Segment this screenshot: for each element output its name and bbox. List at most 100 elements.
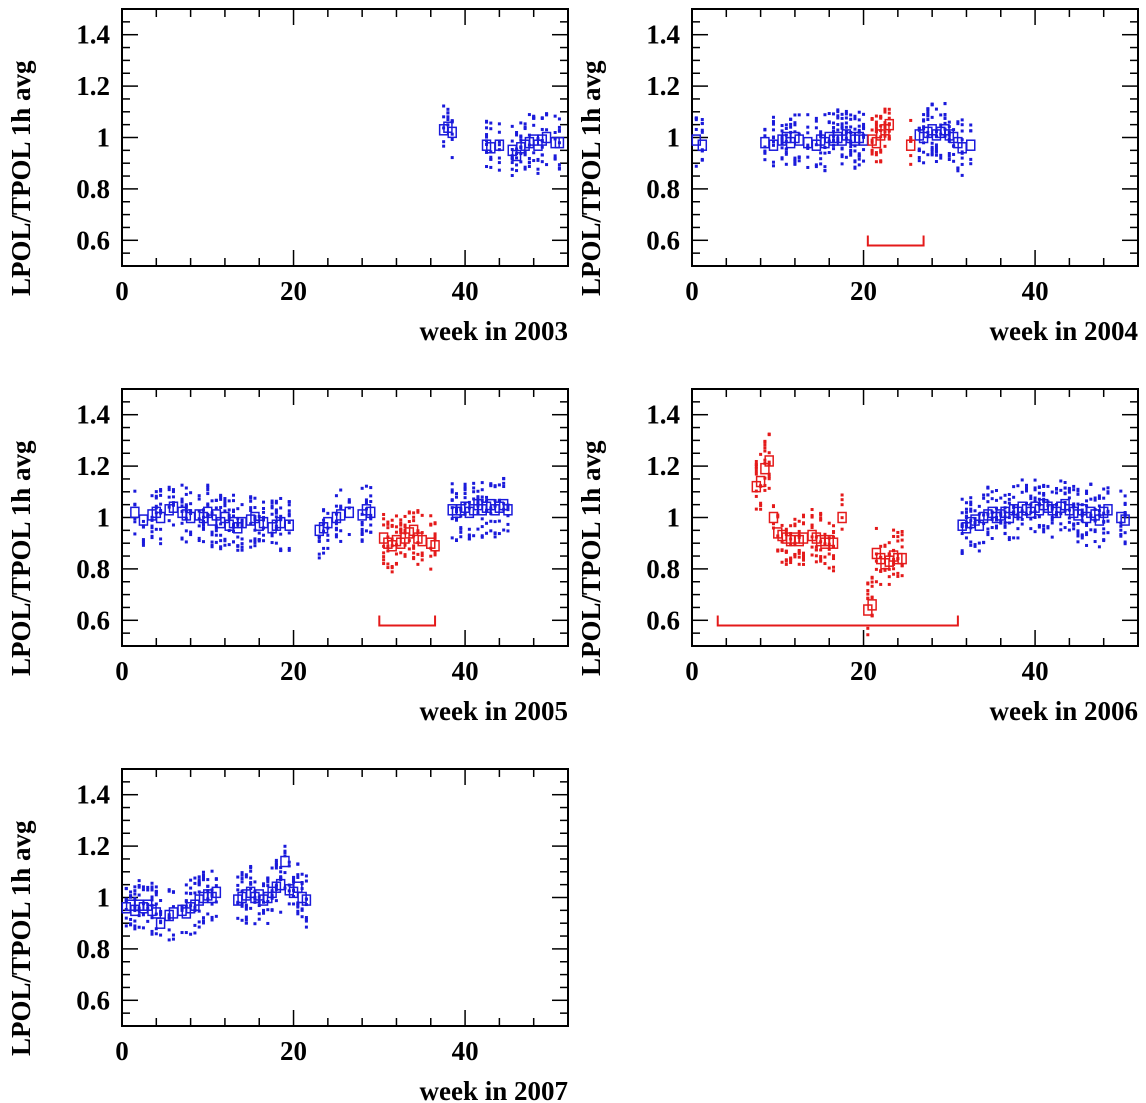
data-dot xyxy=(930,147,934,151)
data-dot xyxy=(364,529,368,533)
data-dot xyxy=(1123,542,1127,546)
data-dot xyxy=(840,153,844,157)
data-dot xyxy=(1042,524,1046,528)
data-dot xyxy=(403,523,407,527)
data-dot xyxy=(784,527,788,531)
data-dot xyxy=(827,151,831,155)
data-dot xyxy=(797,551,801,555)
data-dot xyxy=(883,144,887,148)
data-dot xyxy=(390,570,394,574)
data-dot xyxy=(223,509,227,513)
data-dot xyxy=(420,558,424,562)
data-dot xyxy=(836,110,840,114)
x-tick-label: 0 xyxy=(685,656,699,686)
data-dot xyxy=(304,917,308,921)
data-dot xyxy=(1007,516,1011,520)
y-tick-label: 1.2 xyxy=(646,451,680,481)
data-dot xyxy=(159,910,163,914)
data-dot xyxy=(240,524,244,528)
data-dot xyxy=(180,536,184,540)
data-dot xyxy=(1037,523,1041,527)
data-dot xyxy=(823,165,827,169)
data-dot xyxy=(1033,478,1037,482)
data-dot xyxy=(206,492,210,496)
x-tick-label: 20 xyxy=(280,656,307,686)
data-dot xyxy=(480,488,484,492)
data-dot xyxy=(407,510,411,514)
data-dot xyxy=(180,499,184,503)
data-dot xyxy=(455,539,458,543)
data-dot xyxy=(339,488,343,492)
data-dot xyxy=(334,535,338,539)
data-dot xyxy=(240,873,244,877)
data-dot xyxy=(133,517,137,521)
data-dot xyxy=(133,489,137,493)
data-dot xyxy=(767,472,771,476)
data-dot xyxy=(506,506,510,510)
data-dot xyxy=(767,477,771,481)
data-dot xyxy=(279,506,283,510)
data-dot xyxy=(214,914,218,918)
data-dot xyxy=(1050,490,1054,494)
data-dot xyxy=(154,912,158,916)
data-point-box xyxy=(905,139,916,151)
data-dot xyxy=(802,551,805,555)
data-dot xyxy=(784,550,788,554)
data-dot xyxy=(159,542,163,546)
data-dot xyxy=(810,508,814,512)
data-dot xyxy=(870,152,874,156)
data-dot xyxy=(776,549,780,553)
data-dot xyxy=(459,526,463,530)
data-dot xyxy=(763,483,767,487)
data-dot xyxy=(960,551,964,555)
data-dot xyxy=(874,120,878,124)
data-dot xyxy=(137,885,141,889)
data-dot xyxy=(926,110,930,114)
data-dot xyxy=(253,922,257,926)
data-dot xyxy=(789,524,793,528)
data-dot xyxy=(1085,533,1089,537)
data-dot xyxy=(986,530,990,534)
data-dot xyxy=(857,118,861,122)
y-tick-label: 1 xyxy=(97,503,111,533)
data-point-box xyxy=(284,519,294,531)
data-dot xyxy=(394,561,398,565)
data-dot xyxy=(1085,531,1089,535)
data-dot xyxy=(249,522,253,526)
x-tick-label: 20 xyxy=(280,1036,307,1066)
data-dot xyxy=(369,523,373,527)
data-dot xyxy=(429,567,433,571)
data-dot xyxy=(934,150,938,154)
data-dot xyxy=(450,137,454,141)
data-dot xyxy=(236,888,240,892)
data-dot xyxy=(137,925,141,929)
data-dot xyxy=(994,526,998,530)
data-dot xyxy=(240,918,244,922)
data-dot xyxy=(836,116,840,120)
data-dot xyxy=(223,543,227,547)
data-dot xyxy=(536,167,540,171)
data-dot xyxy=(133,924,137,928)
data-dot xyxy=(887,575,891,579)
data-dot xyxy=(784,558,788,562)
data-dot xyxy=(206,878,210,882)
data-dot xyxy=(1123,510,1127,514)
data-dot xyxy=(249,545,253,549)
data-dot xyxy=(270,541,274,545)
data-dot xyxy=(896,530,900,534)
data-dot xyxy=(279,866,283,870)
data-dot xyxy=(853,149,857,153)
data-dot xyxy=(840,126,844,130)
data-dot xyxy=(249,506,253,510)
data-dot xyxy=(892,534,896,538)
data-dot xyxy=(866,592,870,596)
data-dot xyxy=(450,156,454,160)
data-dot xyxy=(154,885,158,889)
data-dot xyxy=(287,503,291,507)
data-dot xyxy=(1059,479,1063,483)
data-dot xyxy=(814,119,818,123)
data-dot xyxy=(262,911,266,915)
data-dot xyxy=(463,486,467,490)
data-dot xyxy=(412,551,416,555)
data-dot xyxy=(523,149,527,153)
